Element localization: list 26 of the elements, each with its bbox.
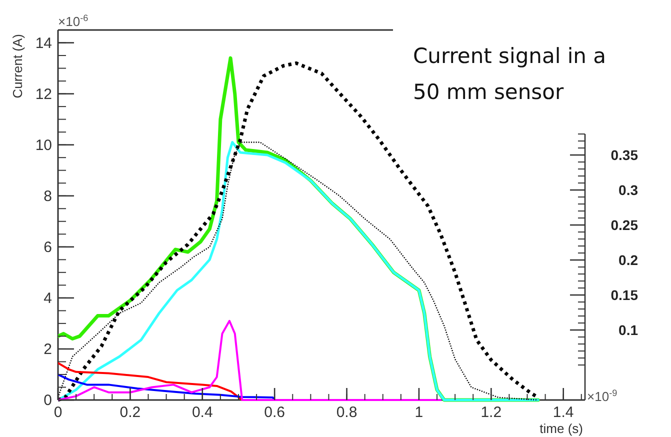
y2-tick-label: 0.1 [618,322,638,338]
text: Current signal in a 50 mm sensor [413,44,606,104]
y-tick-label: 12 [35,86,52,103]
y-tick-label: 6 [44,238,52,256]
y-tick-label: 2 [44,340,52,358]
x-tick-label: 0.8 [336,404,358,421]
x-tick-label: 0.6 [264,404,286,421]
y2-tick-label: 0.3 [618,182,638,198]
y-tick-label: 14 [35,34,52,52]
x-axis-title: time (s) [540,421,583,436]
y2-tick-label: 0.2 [618,252,638,268]
y2-tick-label: 0.15 [610,287,638,303]
y2-tick-label: 0.35 [610,147,638,163]
y-axis-title: Current (A) [10,34,25,98]
x-tick-label: 1.2 [480,404,502,421]
y2-tick-label: 0.25 [610,217,638,233]
y-tick-label: 4 [44,290,52,307]
x-tick-label: 0.2 [120,404,141,421]
y-tick-label: 0 [44,392,52,409]
x-tick-label: 1.4 [552,404,574,421]
x-tick-label: 1 [414,404,424,421]
y-tick-label: 10 [35,136,52,154]
x-tick-label: 0.4 [192,404,213,421]
text: ×10$^{-6}$ [58,13,88,29]
y-tick-label: 8 [44,188,52,205]
text: ×10$^{-9}$ [587,388,618,404]
